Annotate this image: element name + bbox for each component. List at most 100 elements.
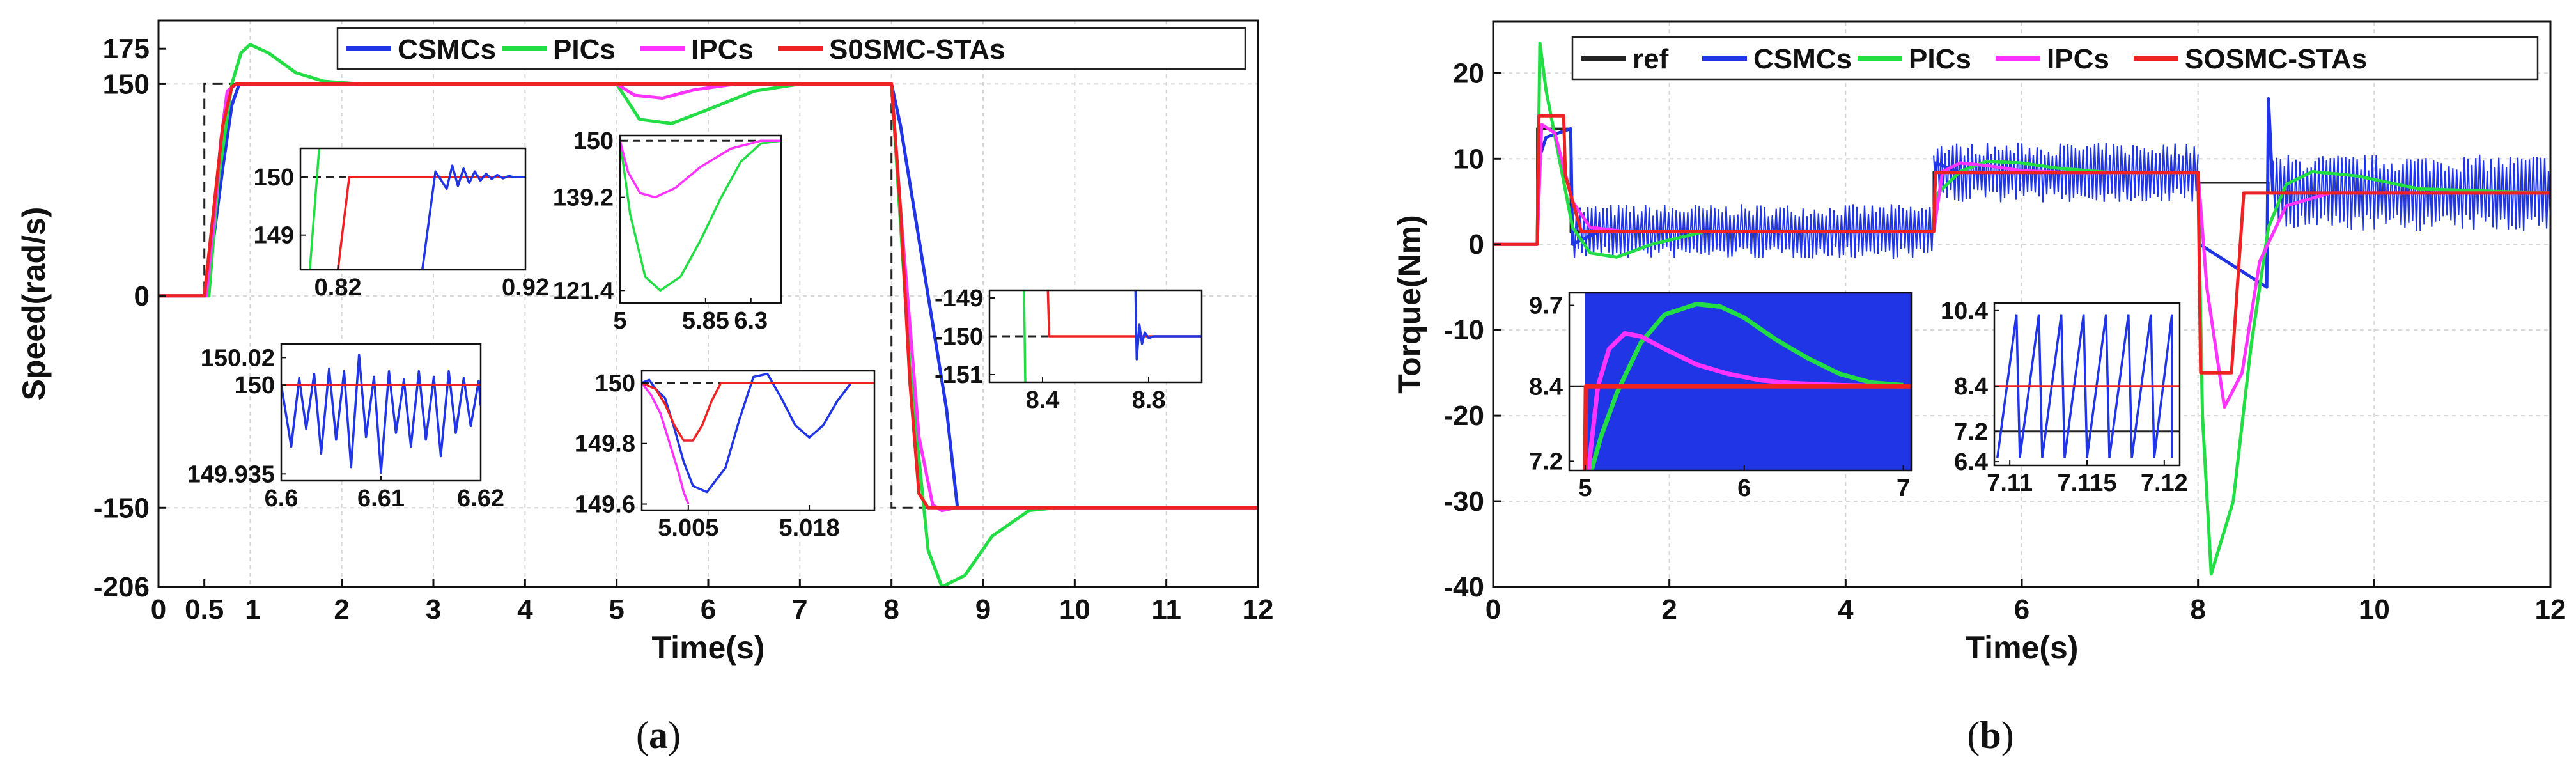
inset-series-group (300, 148, 525, 270)
series-line-SOSMC-STAs (159, 82, 1258, 510)
inset-y-tick-label: 150 (235, 372, 275, 399)
inset-b2: 7.11 7.115 7.12 10.4 8.4 7.2 6.4 (1941, 298, 2188, 497)
caption-open: ( (636, 714, 649, 756)
y-tick-label: 10 (1453, 143, 1484, 175)
inset-series-group (642, 372, 874, 505)
caption-letter: a (649, 714, 668, 756)
inset-x-tick-label: 6 (1737, 475, 1751, 502)
x-tick-label: 10 (1059, 594, 1090, 625)
inset-y-tick-label: 8.4 (1954, 373, 1988, 400)
inset-y-tick-label: 150 (595, 370, 635, 397)
x-tick-label: 4 (1838, 594, 1854, 625)
inset-series-group (620, 139, 781, 292)
inset-x-tick-label: 5.018 (779, 515, 840, 541)
inset-x-tick-label: 6.3 (734, 308, 768, 334)
inset-y-tick-label: 6.4 (1954, 449, 1988, 476)
inset-series-PICs (620, 139, 781, 292)
inset-x-tick-label: 6.61 (357, 485, 405, 512)
inset-a5: 8.4 8.8 -149 -150 -151 (935, 285, 1203, 414)
y-tick-label: 175 (103, 33, 150, 65)
panel-caption: (a) (636, 714, 681, 756)
x-tick-label: 6 (2014, 594, 2029, 625)
legend-label: PICs (553, 34, 616, 65)
inset-y-tick-label: -150 (935, 323, 983, 350)
inset-y-tick-label: 139.2 (553, 185, 614, 212)
inset-x-tick-label: 7.12 (2141, 470, 2188, 497)
inset-x-tick-label: 5.005 (658, 515, 718, 541)
inset-series-IPCs (642, 382, 690, 505)
inset-y-tick-label: 9.7 (1529, 293, 1563, 320)
inset-series-group (281, 354, 481, 474)
inset-y-tick-label: 121.4 (553, 277, 614, 304)
y-tick-label: -150 (93, 492, 150, 524)
y-tick-label: -10 (1443, 315, 1484, 346)
inset-series-PICs (1023, 290, 1027, 382)
series-line-SOSMC-STAs (1493, 114, 2550, 375)
inset-y-tick-label: -151 (935, 362, 983, 389)
x-tick-label: 10 (2359, 594, 2390, 625)
inset-series-CSMCs (281, 354, 481, 474)
inset-a2: 5 5.85 6.3 150 139.2 121.4 (553, 128, 782, 334)
inset-y-tick-label: 10.4 (1941, 298, 1988, 325)
x-tick-label: 8 (2190, 594, 2205, 625)
inset-series-SOSMC-STAs (1583, 384, 1911, 471)
inset-b1: 5 6 7 9.7 8.4 7.2 (1529, 292, 1913, 502)
x-tick-label: 0 (1486, 594, 1501, 625)
legend-label: IPCs (691, 34, 754, 65)
inset-series-CSMCs (1134, 290, 1202, 361)
x-tick-label: 7 (792, 594, 807, 625)
inset-x-tick-label: 5 (613, 308, 626, 334)
inset-y-tick-label: 149 (254, 222, 294, 249)
series-group (159, 43, 1258, 587)
inset-a4: 5.005 5.018 150 149.8 149.6 (575, 370, 876, 541)
inset-series-IPCs (1586, 331, 1904, 471)
caption-close: ) (668, 714, 681, 756)
series-group (1493, 42, 2550, 576)
inset-series-CSMCs (421, 164, 525, 270)
legend-label: CSMCs (398, 34, 496, 65)
legend-label: S0SMC-STAs (829, 34, 1005, 65)
inset-y-tick-label: 150 (573, 128, 614, 155)
inset-series-CSMCs (642, 372, 874, 494)
inset-background (642, 371, 874, 510)
series-noise-CSMCs (2272, 154, 2550, 231)
y-tick-label: -40 (1443, 572, 1484, 603)
x-tick-label: 12 (2535, 594, 2566, 625)
x-tick-label: 9 (975, 594, 991, 625)
x-tick-label: 11 (1151, 594, 1181, 625)
inset-x-tick-label: 6.62 (457, 485, 504, 512)
series-noise-CSMCs (1933, 143, 2199, 203)
panel-b: 0 2 4 6 8 10 12 20 10 0 -10 -20 -30 -40 Time(s) Torque(… (1392, 20, 2566, 756)
caption-letter: b (1980, 714, 2001, 756)
inset-x-tick-label: 6.6 (265, 485, 299, 512)
inset-x-tick-label: 7 (1897, 475, 1910, 502)
inset-series-SOSMC-STAs (642, 382, 874, 442)
inset-y-tick-label: 149.8 (575, 431, 635, 458)
legend-label: IPCs (2047, 43, 2109, 75)
legend-label: ref (1633, 43, 1669, 75)
y-tick-label: -30 (1443, 486, 1484, 517)
inset-y-tick-label: 150 (254, 164, 294, 191)
inset-y-tick-label: 149.935 (187, 461, 275, 488)
legend-label: SOSMC-STAs (2185, 43, 2367, 75)
inset-series-group (1569, 293, 1911, 471)
inset-background (620, 136, 781, 303)
inset-y-tick-label: 8.4 (1529, 373, 1563, 400)
y-axis-label: Speed(rad/s) (16, 207, 52, 401)
legend-label: CSMCs (1753, 43, 1852, 75)
inset-x-tick-label: 5 (1578, 475, 1592, 502)
panel-caption: (b) (1967, 714, 2013, 756)
inset-y-tick-label: 7.2 (1529, 448, 1563, 475)
inset-y-tick-label: 150.02 (201, 345, 275, 371)
inset-y-tick-label: 149.6 (575, 492, 635, 518)
x-tick-label: 1 (245, 594, 260, 625)
y-tick-label: 0 (1469, 229, 1484, 260)
inset-x-tick-label: 8.8 (1132, 387, 1166, 414)
inset-series-CSMCs (1996, 314, 2173, 458)
x-tick-label: 2 (1661, 594, 1677, 625)
panel-a: 0 0.5 2 3 4 5 6 7 8 9 10 11 1211751500-150-206Time(s… (16, 19, 1273, 756)
x-tick-label: 2 (334, 594, 349, 625)
inset-series-PICs (308, 148, 321, 270)
